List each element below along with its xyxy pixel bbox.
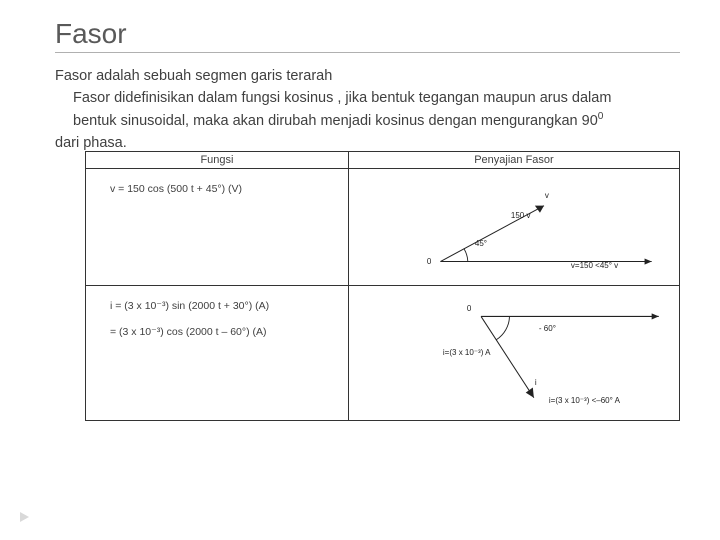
para-2: Fasor didefinisikan dalam fungsi kosinus… <box>55 89 680 109</box>
phasor-svg-2 <box>349 286 679 420</box>
d1-origin: 0 <box>427 257 431 266</box>
d1-angle: 45° <box>475 239 487 248</box>
d2-angle: - 60° <box>539 324 556 333</box>
d1-v: v <box>545 191 549 200</box>
d2-result: i=(3 x 10⁻³) <–60° A <box>549 396 620 405</box>
para-1: Fasor adalah sebuah segmen garis terarah <box>55 67 680 87</box>
cell-diagram-1: v 150 v 45° 0 v=150 <45° v <box>348 169 679 286</box>
d1-mag: 150 v <box>511 211 531 220</box>
phasor-diagram-1: v 150 v 45° 0 v=150 <45° v <box>349 169 679 285</box>
title-underline <box>55 52 680 53</box>
table-header-row: Fungsi Penyajian Fasor <box>86 152 680 169</box>
d2-i: i <box>535 378 537 387</box>
table-row: v = 150 cos (500 t + 45°) (V) v 150 v 45… <box>86 169 680 286</box>
page-title: Fasor <box>55 18 680 50</box>
th-penyajian: Penyajian Fasor <box>348 152 679 169</box>
d2-mag: i=(3 x 10⁻³) A <box>443 348 491 357</box>
d1-result: v=150 <45° v <box>571 261 618 270</box>
phasor-svg-1 <box>349 169 679 285</box>
body-text: Fasor adalah sebuah segmen garis terarah… <box>55 67 680 153</box>
func1-text: v = 150 cos (500 t + 45°) (V) <box>92 173 342 195</box>
phasor-table: Fungsi Penyajian Fasor v = 150 cos (500 … <box>85 151 680 421</box>
d2-origin: 0 <box>467 304 471 313</box>
func2-line1: i = (3 x 10⁻³) sin (2000 t + 30°) (A) <box>92 290 342 312</box>
func2-line2: = (3 x 10⁻³) cos (2000 t – 60°) (A) <box>92 312 342 338</box>
phasor-diagram-2: 0 - 60° i=(3 x 10⁻³) A i i=(3 x 10⁻³) <–… <box>349 286 679 420</box>
table-row: i = (3 x 10⁻³) sin (2000 t + 30°) (A) = … <box>86 286 680 421</box>
cell-diagram-2: 0 - 60° i=(3 x 10⁻³) A i i=(3 x 10⁻³) <–… <box>348 286 679 421</box>
para-3-sup: 0 <box>598 111 604 122</box>
para-3: bentuk sinusoidal, maka akan dirubah men… <box>55 110 680 131</box>
th-fungsi: Fungsi <box>86 152 349 169</box>
slide-marker-icon <box>20 512 29 522</box>
cell-func-1: v = 150 cos (500 t + 45°) (V) <box>86 169 349 286</box>
cell-func-2: i = (3 x 10⁻³) sin (2000 t + 30°) (A) = … <box>86 286 349 421</box>
para-3-text: bentuk sinusoidal, maka akan dirubah men… <box>73 113 598 129</box>
